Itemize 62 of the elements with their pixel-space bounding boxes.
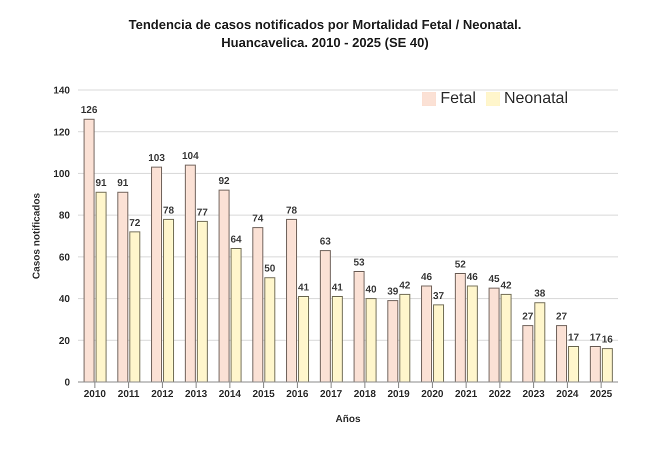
data-label: 78 bbox=[286, 205, 298, 216]
data-label: 126 bbox=[80, 105, 98, 116]
x-tick-label: 2012 bbox=[151, 389, 174, 400]
x-tick-label: 2011 bbox=[118, 389, 140, 400]
y-tick-label: 0 bbox=[64, 378, 70, 389]
data-label: 17 bbox=[568, 332, 580, 344]
data-label: 63 bbox=[320, 236, 332, 248]
data-label: 92 bbox=[218, 176, 230, 188]
x-tick-label: 2017 bbox=[320, 389, 343, 400]
x-tick-label: 2014 bbox=[218, 389, 242, 400]
legend-label: Neonatal bbox=[504, 90, 568, 107]
legend-label: Fetal bbox=[440, 90, 476, 107]
x-tick-label: 2010 bbox=[84, 389, 106, 400]
data-label: 103 bbox=[148, 153, 166, 164]
data-label: 41 bbox=[298, 282, 310, 294]
data-label: 39 bbox=[387, 286, 399, 298]
x-tick-label: 2022 bbox=[488, 389, 512, 400]
data-label: 64 bbox=[230, 234, 242, 246]
chart-title: Tendencia de casos notificados por Mortalidad Fetal / Neonatal. bbox=[128, 16, 522, 34]
data-label: 77 bbox=[196, 207, 208, 218]
y-tick-label: 40 bbox=[58, 294, 70, 306]
data-label: 46 bbox=[466, 272, 478, 284]
y-tick-label: 80 bbox=[58, 210, 70, 222]
y-tick-label: 140 bbox=[53, 86, 70, 97]
data-label: 37 bbox=[433, 290, 445, 302]
y-axis-title: Casos notificados bbox=[32, 192, 43, 280]
data-label: 91 bbox=[96, 178, 108, 190]
x-tick-label: 2018 bbox=[354, 389, 376, 400]
y-tick-label: 20 bbox=[58, 336, 70, 347]
data-label: 72 bbox=[129, 218, 141, 229]
data-label: 40 bbox=[366, 284, 378, 296]
x-tick-label: 2019 bbox=[388, 389, 410, 400]
data-label: 53 bbox=[354, 257, 366, 268]
y-tick-label: 100 bbox=[53, 168, 70, 180]
data-label: 38 bbox=[534, 288, 546, 300]
x-tick-label: 2025 bbox=[590, 389, 613, 400]
chart-subtitle: Huancavelica. 2010 - 2025 (SE 40) bbox=[220, 34, 430, 52]
data-label: 52 bbox=[454, 260, 466, 271]
data-label: 50 bbox=[264, 264, 276, 275]
data-label: 27 bbox=[522, 312, 534, 323]
data-label: 17 bbox=[590, 332, 602, 344]
data-label: 46 bbox=[421, 272, 433, 284]
data-label: 104 bbox=[182, 151, 200, 162]
data-label: 16 bbox=[602, 334, 614, 346]
data-label: 78 bbox=[163, 205, 175, 216]
data-label: 42 bbox=[500, 280, 512, 292]
x-tick-label: 2023 bbox=[522, 389, 546, 400]
data-label: 42 bbox=[399, 280, 411, 292]
y-tick-label: 120 bbox=[53, 127, 70, 138]
data-label: 74 bbox=[252, 214, 264, 225]
x-tick-label: 2015 bbox=[252, 389, 276, 400]
data-label: 91 bbox=[117, 178, 129, 190]
x-tick-label: 2020 bbox=[421, 389, 444, 400]
x-tick-label: 2013 bbox=[185, 389, 208, 400]
x-tick-label: 2016 bbox=[286, 389, 309, 400]
data-label: 41 bbox=[332, 282, 344, 294]
y-tick-label: 60 bbox=[58, 252, 70, 264]
x-tick-label: 2024 bbox=[556, 389, 579, 400]
x-tick-label: 2021 bbox=[455, 389, 478, 400]
data-label: 27 bbox=[556, 312, 568, 323]
x-axis-title: Años bbox=[336, 414, 361, 425]
data-label: 45 bbox=[488, 274, 500, 286]
